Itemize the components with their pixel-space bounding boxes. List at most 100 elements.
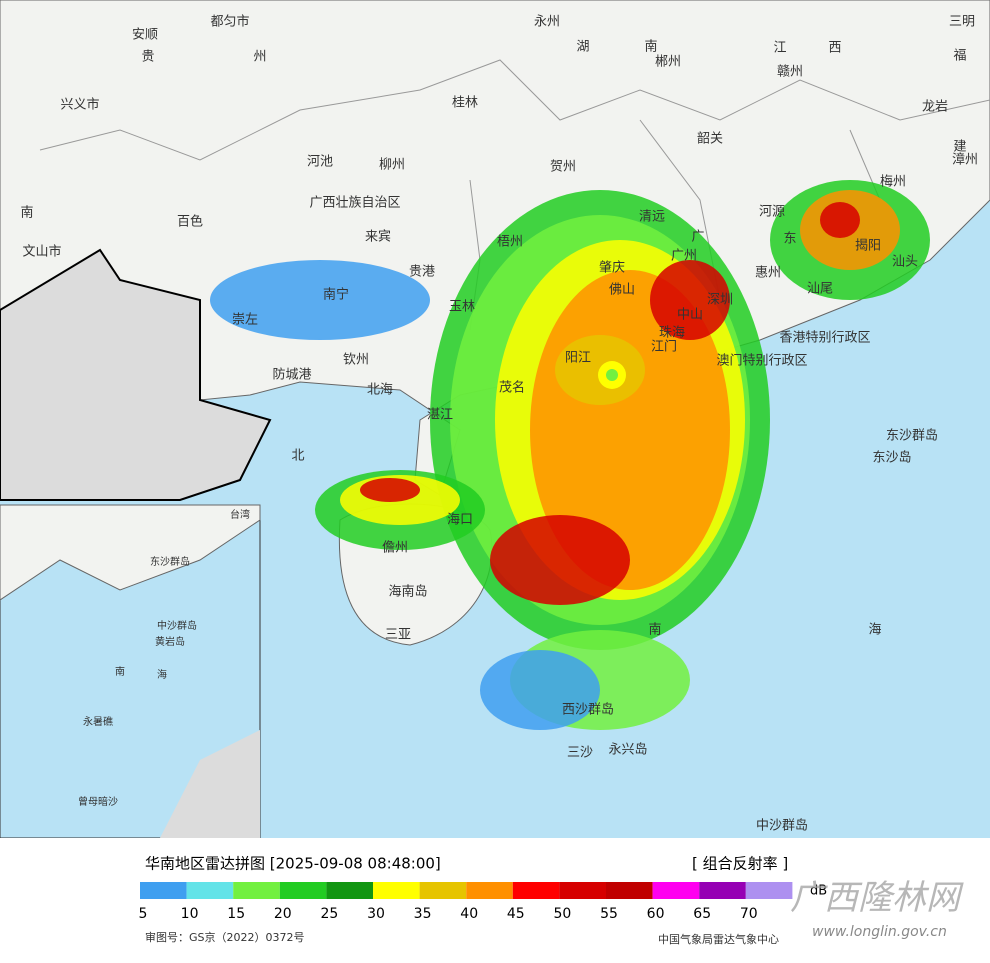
map-label: 崇左 (232, 313, 258, 328)
map-label: 福 (953, 49, 966, 64)
map-label: 漳州 (952, 152, 978, 168)
map-label: 龙岩 (922, 100, 948, 115)
product-name: [ 组合反射率 ] (692, 855, 788, 873)
map-label: 桂林 (452, 96, 478, 111)
echo (480, 650, 600, 730)
map-label: 百色 (177, 214, 203, 230)
map-label: 海口 (447, 513, 473, 528)
legend-value: 55 (600, 906, 618, 922)
radar-echoes (210, 180, 930, 730)
map-label: 河源 (759, 205, 785, 220)
inset-label: 台湾 (230, 508, 250, 521)
legend-swatch (186, 882, 234, 899)
map-label: 南宁 (323, 287, 349, 303)
legend-swatch (233, 882, 280, 899)
map-label: 州 (253, 50, 266, 65)
inset-borneo (160, 730, 260, 838)
legend-swatch (373, 882, 420, 899)
legend-value: 50 (553, 906, 571, 922)
legend-swatch (699, 882, 746, 899)
map-label: 韶关 (697, 131, 723, 147)
map-label: 中沙群岛 (756, 818, 808, 834)
inset-label: 南 (115, 665, 125, 678)
map-label: 贵港 (409, 265, 435, 280)
map-label: 文山市 (22, 244, 61, 260)
map-label: 惠州 (755, 266, 781, 281)
legend-title: 华南地区雷达拼图 [2025-09-08 08:48:00] (145, 855, 441, 873)
map-label: 都匀市 (210, 14, 249, 30)
map-label: 海 (868, 623, 881, 638)
legend-value: 30 (367, 906, 385, 922)
vietnam (0, 248, 272, 501)
map-label: 汕尾 (807, 282, 833, 297)
map-label: 汕头 (892, 255, 918, 270)
echo (820, 202, 860, 238)
map-label: 永州 (534, 15, 560, 30)
map-label: 江 (773, 41, 786, 56)
map-label: 深圳 (707, 293, 733, 308)
legend-swatch (466, 882, 513, 899)
map-label: 钦州 (343, 353, 369, 368)
map-label: 珠海 (659, 326, 685, 341)
inset-label: 东沙群岛 (150, 555, 190, 568)
legend-value: 45 (507, 906, 525, 922)
map-label: 南 (648, 622, 661, 638)
map-label: 柳州 (379, 158, 405, 173)
map-label: 澳门特别行政区 (716, 353, 807, 369)
legend-value: 35 (414, 906, 432, 922)
map-label: 三明 (949, 15, 975, 30)
inset-label: 永暑礁 (83, 715, 113, 728)
legend-swatch (279, 882, 327, 899)
inset-land (0, 504, 261, 601)
legend-swatch (512, 882, 560, 899)
map-label: 阳江 (565, 351, 591, 366)
map-label: 贵 (141, 50, 154, 65)
legend-value: 10 (181, 906, 199, 922)
map-label: 玉林 (449, 300, 475, 315)
legend-value: 5 (139, 906, 148, 922)
legend-value: 25 (320, 906, 338, 922)
watermark: 广西隆林网 (790, 878, 964, 918)
map-label: 清远 (639, 210, 665, 225)
map-label: 南 (644, 39, 657, 55)
map-label: 西沙群岛 (562, 702, 614, 718)
map-label: 贺州 (550, 160, 576, 175)
map-label: 北 (291, 449, 304, 464)
map-label: 兴义市 (60, 97, 99, 113)
map-label: 东 (783, 232, 796, 247)
map-label: 湖 (576, 40, 589, 55)
unit: dB (810, 884, 827, 899)
url: www.longlin.gov.cn (812, 924, 947, 940)
map-label: 广 (691, 230, 704, 245)
map-label: 东沙群岛 (886, 428, 938, 444)
map-label: 来宾 (365, 229, 391, 245)
map-label: 郴州 (655, 55, 681, 70)
legend-swatch (326, 882, 373, 899)
map-label: 西 (828, 41, 841, 56)
legend-value: 15 (227, 906, 245, 922)
map-label: 建 (953, 140, 966, 155)
legend-swatch (745, 882, 793, 899)
map-label: 茂名 (499, 380, 525, 396)
echo (650, 260, 730, 340)
map-label: 中山 (677, 308, 703, 323)
map-label: 广州 (671, 249, 697, 264)
inset-label: 中沙群岛 (157, 619, 197, 632)
legend-value: 20 (274, 906, 292, 922)
map-label: 河池 (307, 155, 333, 170)
legend-swatch (652, 882, 700, 899)
map-label: 儋州 (382, 541, 408, 556)
legend-swatch (559, 882, 606, 899)
legend-swatch (606, 882, 653, 899)
map-label: 东沙岛 (872, 450, 911, 466)
inset-label: 曾母暗沙 (78, 795, 118, 808)
agency: 中国气象局雷达气象中心 (658, 932, 779, 946)
map-label: 防城港 (272, 367, 311, 383)
legend-value: 65 (693, 906, 711, 922)
typhoon-eye (606, 369, 618, 381)
legend-value: 60 (647, 906, 665, 922)
map-label: 揭阳 (855, 239, 881, 254)
map-label: 永兴岛 (608, 742, 647, 758)
map-label: 安顺 (132, 28, 158, 43)
